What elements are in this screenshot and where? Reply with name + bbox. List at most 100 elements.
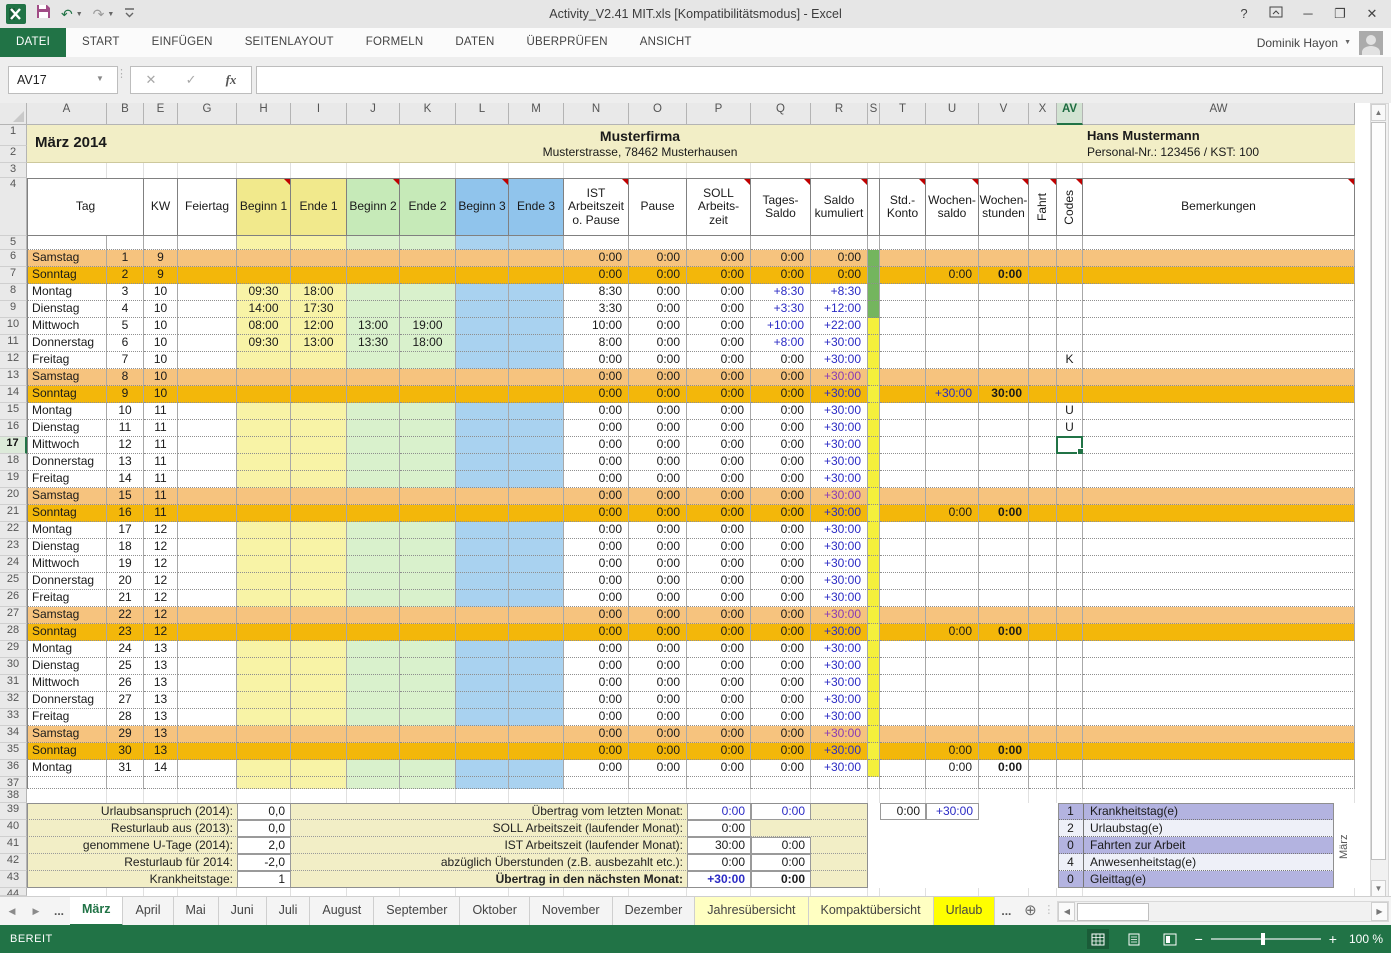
cell[interactable]: 0:00 xyxy=(629,267,687,284)
cell[interactable]: 12 xyxy=(144,590,178,607)
cell[interactable] xyxy=(347,607,400,624)
cell[interactable] xyxy=(237,573,291,590)
cell[interactable] xyxy=(926,777,979,789)
row-header-42[interactable]: 42 xyxy=(0,854,27,871)
cell[interactable] xyxy=(1083,607,1355,624)
cell[interactable]: 0:00 xyxy=(979,743,1029,760)
cell[interactable]: 9 xyxy=(144,267,178,284)
cell[interactable]: 28 xyxy=(107,709,144,726)
cell[interactable] xyxy=(868,488,880,505)
cell[interactable] xyxy=(979,437,1029,454)
cell[interactable] xyxy=(1029,624,1057,641)
cell[interactable] xyxy=(1083,437,1355,454)
cell[interactable]: 13 xyxy=(144,726,178,743)
cell[interactable]: 25 xyxy=(107,658,144,675)
cell[interactable] xyxy=(880,352,926,369)
cell[interactable] xyxy=(629,236,687,250)
cell[interactable] xyxy=(509,386,564,403)
cell[interactable]: 10 xyxy=(144,284,178,301)
cell[interactable]: 0:00 xyxy=(687,454,751,471)
cell[interactable] xyxy=(347,488,400,505)
cell[interactable]: 0:00 xyxy=(564,488,629,505)
row-header-14[interactable]: 14 xyxy=(0,386,27,403)
row-header-20[interactable]: 20 xyxy=(0,488,27,505)
cell[interactable] xyxy=(868,641,880,658)
cell[interactable] xyxy=(178,658,237,675)
cell[interactable] xyxy=(291,675,347,692)
cell[interactable] xyxy=(144,777,178,789)
cell[interactable] xyxy=(456,760,509,777)
cell[interactable] xyxy=(926,488,979,505)
cell[interactable]: 0:00 xyxy=(629,301,687,318)
cell[interactable]: 10 xyxy=(144,386,178,403)
cell[interactable]: 0:00 xyxy=(751,607,811,624)
cell[interactable] xyxy=(237,539,291,556)
cell[interactable] xyxy=(926,163,979,178)
cell[interactable]: 13 xyxy=(144,658,178,675)
cell[interactable] xyxy=(509,556,564,573)
cell[interactable]: 0:00 xyxy=(629,522,687,539)
cell[interactable] xyxy=(868,789,880,803)
cell[interactable]: 12:00 xyxy=(291,318,347,335)
cell[interactable]: 0:00 xyxy=(687,505,751,522)
row-header-35[interactable]: 35 xyxy=(0,743,27,760)
cell[interactable]: 13 xyxy=(144,709,178,726)
cell[interactable]: 0:00 xyxy=(564,556,629,573)
cell[interactable] xyxy=(347,352,400,369)
cell[interactable]: +30:00 xyxy=(811,590,868,607)
cell[interactable] xyxy=(144,236,178,250)
cell[interactable]: 0:00 xyxy=(811,250,868,267)
cell[interactable] xyxy=(1083,386,1355,403)
cell[interactable]: +30:00 xyxy=(811,505,868,522)
cell[interactable]: 0:00 xyxy=(564,420,629,437)
cell[interactable]: 0:00 xyxy=(751,726,811,743)
cell[interactable]: 0:00 xyxy=(751,624,811,641)
cell[interactable] xyxy=(400,789,456,803)
cell[interactable] xyxy=(880,301,926,318)
cell[interactable] xyxy=(509,777,564,789)
cell[interactable] xyxy=(291,454,347,471)
cell[interactable]: 22 xyxy=(107,607,144,624)
cell[interactable] xyxy=(509,420,564,437)
cell[interactable]: 18:00 xyxy=(400,335,456,352)
table-header-tages[interactable]: Tages- Saldo xyxy=(751,178,811,236)
cell[interactable]: +30:00 xyxy=(811,403,868,420)
cell[interactable] xyxy=(237,692,291,709)
cell[interactable] xyxy=(868,403,880,420)
cell[interactable] xyxy=(1029,318,1057,335)
cell[interactable]: 18:00 xyxy=(291,284,347,301)
cell[interactable]: 1 xyxy=(107,250,144,267)
cell[interactable] xyxy=(456,369,509,386)
cell[interactable]: 0:00 xyxy=(629,437,687,454)
zoom-out-icon[interactable]: − xyxy=(1195,932,1203,946)
cell[interactable] xyxy=(979,301,1029,318)
cell[interactable] xyxy=(751,789,811,803)
cell[interactable]: 10:00 xyxy=(564,318,629,335)
cell[interactable] xyxy=(107,163,144,178)
column-header-S[interactable]: S xyxy=(868,103,880,125)
cell[interactable]: 17 xyxy=(107,522,144,539)
cell[interactable] xyxy=(979,789,1029,803)
sheet-tab-juli[interactable]: Juli xyxy=(267,897,311,926)
cell[interactable] xyxy=(400,267,456,284)
cell[interactable]: 7 xyxy=(107,352,144,369)
cell[interactable] xyxy=(1029,692,1057,709)
cell[interactable] xyxy=(400,386,456,403)
cell[interactable] xyxy=(400,624,456,641)
day-cell-14[interactable]: Sonntag xyxy=(27,386,107,403)
cell[interactable]: 0:00 xyxy=(687,437,751,454)
cell[interactable] xyxy=(868,888,880,896)
cell[interactable] xyxy=(880,573,926,590)
cell[interactable] xyxy=(291,658,347,675)
cell[interactable]: 0:00 xyxy=(751,403,811,420)
cell[interactable] xyxy=(347,641,400,658)
cell[interactable]: 0:00 xyxy=(564,352,629,369)
cell[interactable]: 0:00 xyxy=(926,505,979,522)
cell[interactable] xyxy=(811,777,868,789)
summary-left-value[interactable]: 0,0 xyxy=(237,803,291,820)
cell[interactable] xyxy=(509,760,564,777)
table-header-b3[interactable]: Beginn 3 xyxy=(456,178,509,236)
cell[interactable] xyxy=(347,386,400,403)
cell[interactable] xyxy=(178,743,237,760)
day-cell-31[interactable]: Mittwoch xyxy=(27,675,107,692)
